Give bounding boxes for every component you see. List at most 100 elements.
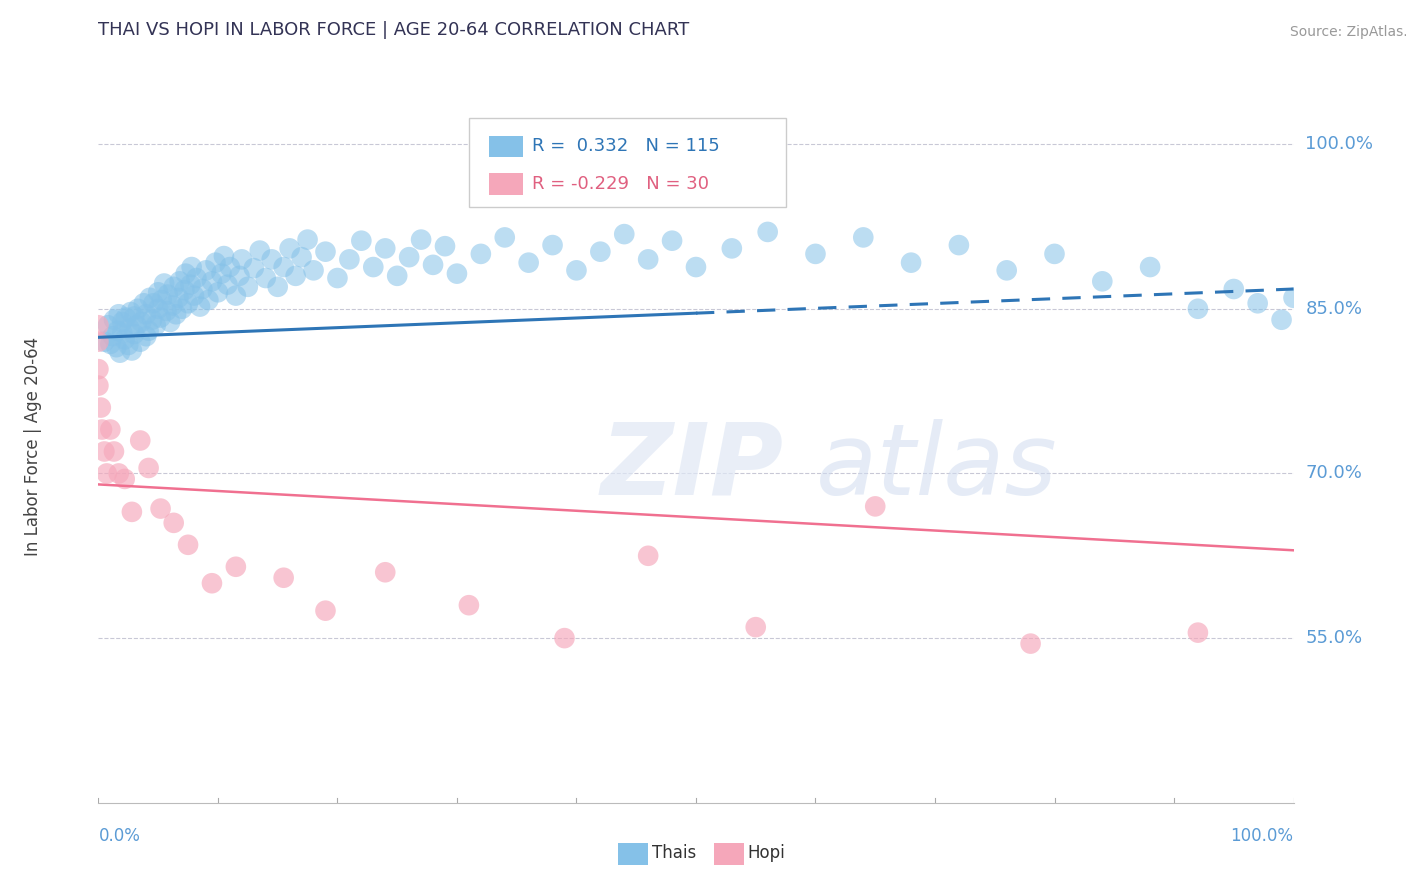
Point	[155, 304, 177, 318]
Point	[756, 225, 779, 239]
Point	[721, 241, 744, 255]
Point	[217, 277, 239, 292]
Point	[1187, 301, 1209, 316]
Point	[219, 260, 242, 274]
Point	[163, 516, 186, 530]
Point	[195, 263, 218, 277]
Point	[124, 326, 146, 341]
Point	[284, 268, 307, 283]
Point	[326, 271, 349, 285]
Point	[661, 234, 683, 248]
Point	[98, 423, 122, 437]
Point	[254, 271, 277, 285]
Point	[87, 378, 110, 392]
Point	[142, 296, 165, 310]
Point	[197, 293, 219, 307]
Point	[159, 315, 181, 329]
Point	[1282, 291, 1305, 305]
FancyBboxPatch shape	[470, 118, 786, 207]
Point	[107, 324, 129, 338]
Point	[153, 277, 176, 291]
Point	[1091, 274, 1114, 288]
Point	[211, 267, 233, 281]
Point	[87, 334, 110, 349]
Point	[273, 571, 295, 585]
Point	[139, 291, 162, 305]
Text: 0.0%: 0.0%	[98, 827, 141, 845]
Bar	[619, 844, 648, 865]
Point	[115, 310, 138, 325]
Point	[458, 598, 481, 612]
Point	[470, 247, 492, 261]
Point	[1043, 247, 1066, 261]
Point	[149, 501, 172, 516]
Point	[145, 318, 167, 333]
Point	[124, 310, 146, 324]
Point	[207, 285, 229, 300]
Point	[103, 312, 125, 326]
Point	[315, 604, 337, 618]
Point	[127, 301, 149, 316]
Point	[302, 263, 325, 277]
Point	[637, 549, 659, 563]
Point	[125, 318, 148, 333]
Point	[398, 250, 420, 264]
Point	[135, 307, 157, 321]
Text: R = -0.229   N = 30: R = -0.229 N = 30	[533, 175, 709, 193]
Point	[204, 255, 226, 269]
Point	[236, 280, 259, 294]
Point	[117, 338, 139, 352]
Point	[231, 252, 253, 267]
Point	[446, 267, 468, 281]
Point	[107, 307, 129, 321]
Point	[167, 291, 190, 305]
Point	[201, 576, 224, 591]
Point	[363, 260, 385, 274]
Point	[177, 538, 200, 552]
Point	[156, 287, 179, 301]
Point	[105, 340, 128, 354]
Point	[111, 315, 134, 329]
Point	[183, 288, 205, 302]
Point	[177, 296, 200, 310]
Point	[948, 238, 970, 252]
Point	[138, 461, 160, 475]
Point	[1223, 282, 1246, 296]
Point	[249, 244, 271, 258]
Point	[111, 326, 134, 340]
Point	[148, 285, 170, 300]
Point	[494, 230, 516, 244]
Point	[434, 239, 457, 253]
Point	[554, 631, 576, 645]
Point	[114, 333, 136, 347]
Point	[1187, 625, 1209, 640]
Point	[565, 263, 588, 277]
Text: R =  0.332   N = 115: R = 0.332 N = 115	[533, 137, 720, 155]
Point	[90, 401, 112, 415]
Text: 100.0%: 100.0%	[1230, 827, 1294, 845]
Point	[97, 318, 120, 333]
Point	[135, 329, 157, 343]
Point	[149, 310, 172, 325]
Bar	[714, 844, 744, 865]
Point	[201, 274, 224, 288]
Text: 100.0%: 100.0%	[1306, 135, 1374, 153]
Point	[107, 467, 129, 481]
Point	[685, 260, 707, 274]
Point	[900, 255, 922, 269]
Point	[138, 324, 160, 338]
Point	[1019, 637, 1042, 651]
Point	[121, 343, 143, 358]
Text: Source: ZipAtlas.com: Source: ZipAtlas.com	[1289, 25, 1406, 39]
Point	[350, 234, 373, 248]
Point	[186, 271, 208, 285]
Point	[374, 566, 396, 580]
Point	[165, 307, 187, 321]
Point	[385, 268, 409, 283]
Point	[273, 260, 295, 274]
Text: 55.0%: 55.0%	[1306, 629, 1362, 647]
Text: THAI VS HOPI IN LABOR FORCE | AGE 20-64 CORRELATION CHART: THAI VS HOPI IN LABOR FORCE | AGE 20-64 …	[98, 21, 690, 39]
Point	[297, 233, 319, 247]
Point	[169, 274, 191, 288]
Point	[517, 255, 540, 269]
